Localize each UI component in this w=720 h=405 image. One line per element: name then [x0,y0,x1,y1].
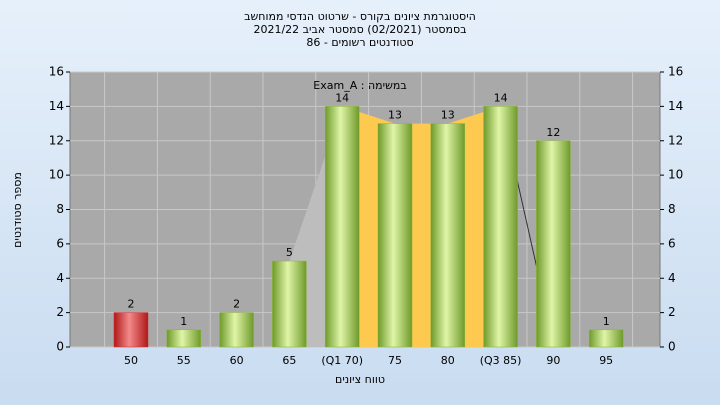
x-tick-label: 50 [124,354,138,367]
y2-tick-label: 2 [668,305,676,319]
y2-tick-label: 0 [668,340,676,354]
value-label: 13 [441,109,455,122]
y-axis-label: מספר סטודנטים [11,172,24,248]
bar [113,312,149,348]
iqr-area [342,106,501,347]
y2-tick-label: 16 [668,65,683,79]
bar [324,106,360,348]
y2-tick-label: 12 [668,133,683,147]
title-line: בסמסטר (02/2021) סמסטר אביב 2021/22 [253,23,466,36]
bar [430,123,466,348]
bar [166,329,202,348]
y2-tick-label: 10 [668,168,683,182]
y-tick-label: 10 [49,168,64,182]
y-tick-label: 14 [49,99,64,113]
value-label: 14 [494,91,508,104]
x-tick-label: 55 [177,354,191,367]
y-tick-label: 8 [56,202,64,216]
annotation: במשימה : Exam_A [313,79,406,92]
y-tick-label: 16 [49,65,64,79]
bar [272,260,307,348]
bar [219,312,254,348]
y-tick-label: 0 [56,340,64,354]
title-line: היסטוגרמת ציונים בקורס - שרטוט הנדסי ממו… [244,10,476,23]
x-tick-label: 75 [388,354,402,367]
y2-tick-label: 6 [668,236,676,250]
value-label: 5 [286,246,293,259]
y-tick-label: 2 [56,305,64,319]
bar [483,106,518,348]
x-tick-label: 90 [546,354,560,367]
y-tick-label: 6 [56,236,64,250]
value-label: 1 [603,315,610,328]
value-label: 12 [546,126,560,139]
y2-tick-label: 14 [668,99,683,113]
x-tick-label: (Q3 85) [480,354,522,367]
x-tick-label: (Q1 70) [321,354,363,367]
x-tick-label: 60 [230,354,244,367]
bar [588,329,624,348]
x-tick-label: 95 [599,354,613,367]
value-label: 2 [128,298,135,311]
y2-tick-label: 8 [668,202,676,216]
title-line: סטודנטים רשומים - 86 [306,36,413,49]
y-tick-label: 12 [49,133,64,147]
value-label: 1 [180,315,187,328]
bar [536,140,571,348]
value-label: 14 [335,91,349,104]
y2-tick-label: 4 [668,271,676,285]
bar [377,123,413,348]
value-label: 2 [233,298,240,311]
x-tick-label: 80 [441,354,455,367]
x-tick-label: 65 [282,354,296,367]
x-axis-label: טווח ציונים [335,373,385,386]
value-label: 13 [388,109,402,122]
y-tick-label: 4 [56,271,64,285]
